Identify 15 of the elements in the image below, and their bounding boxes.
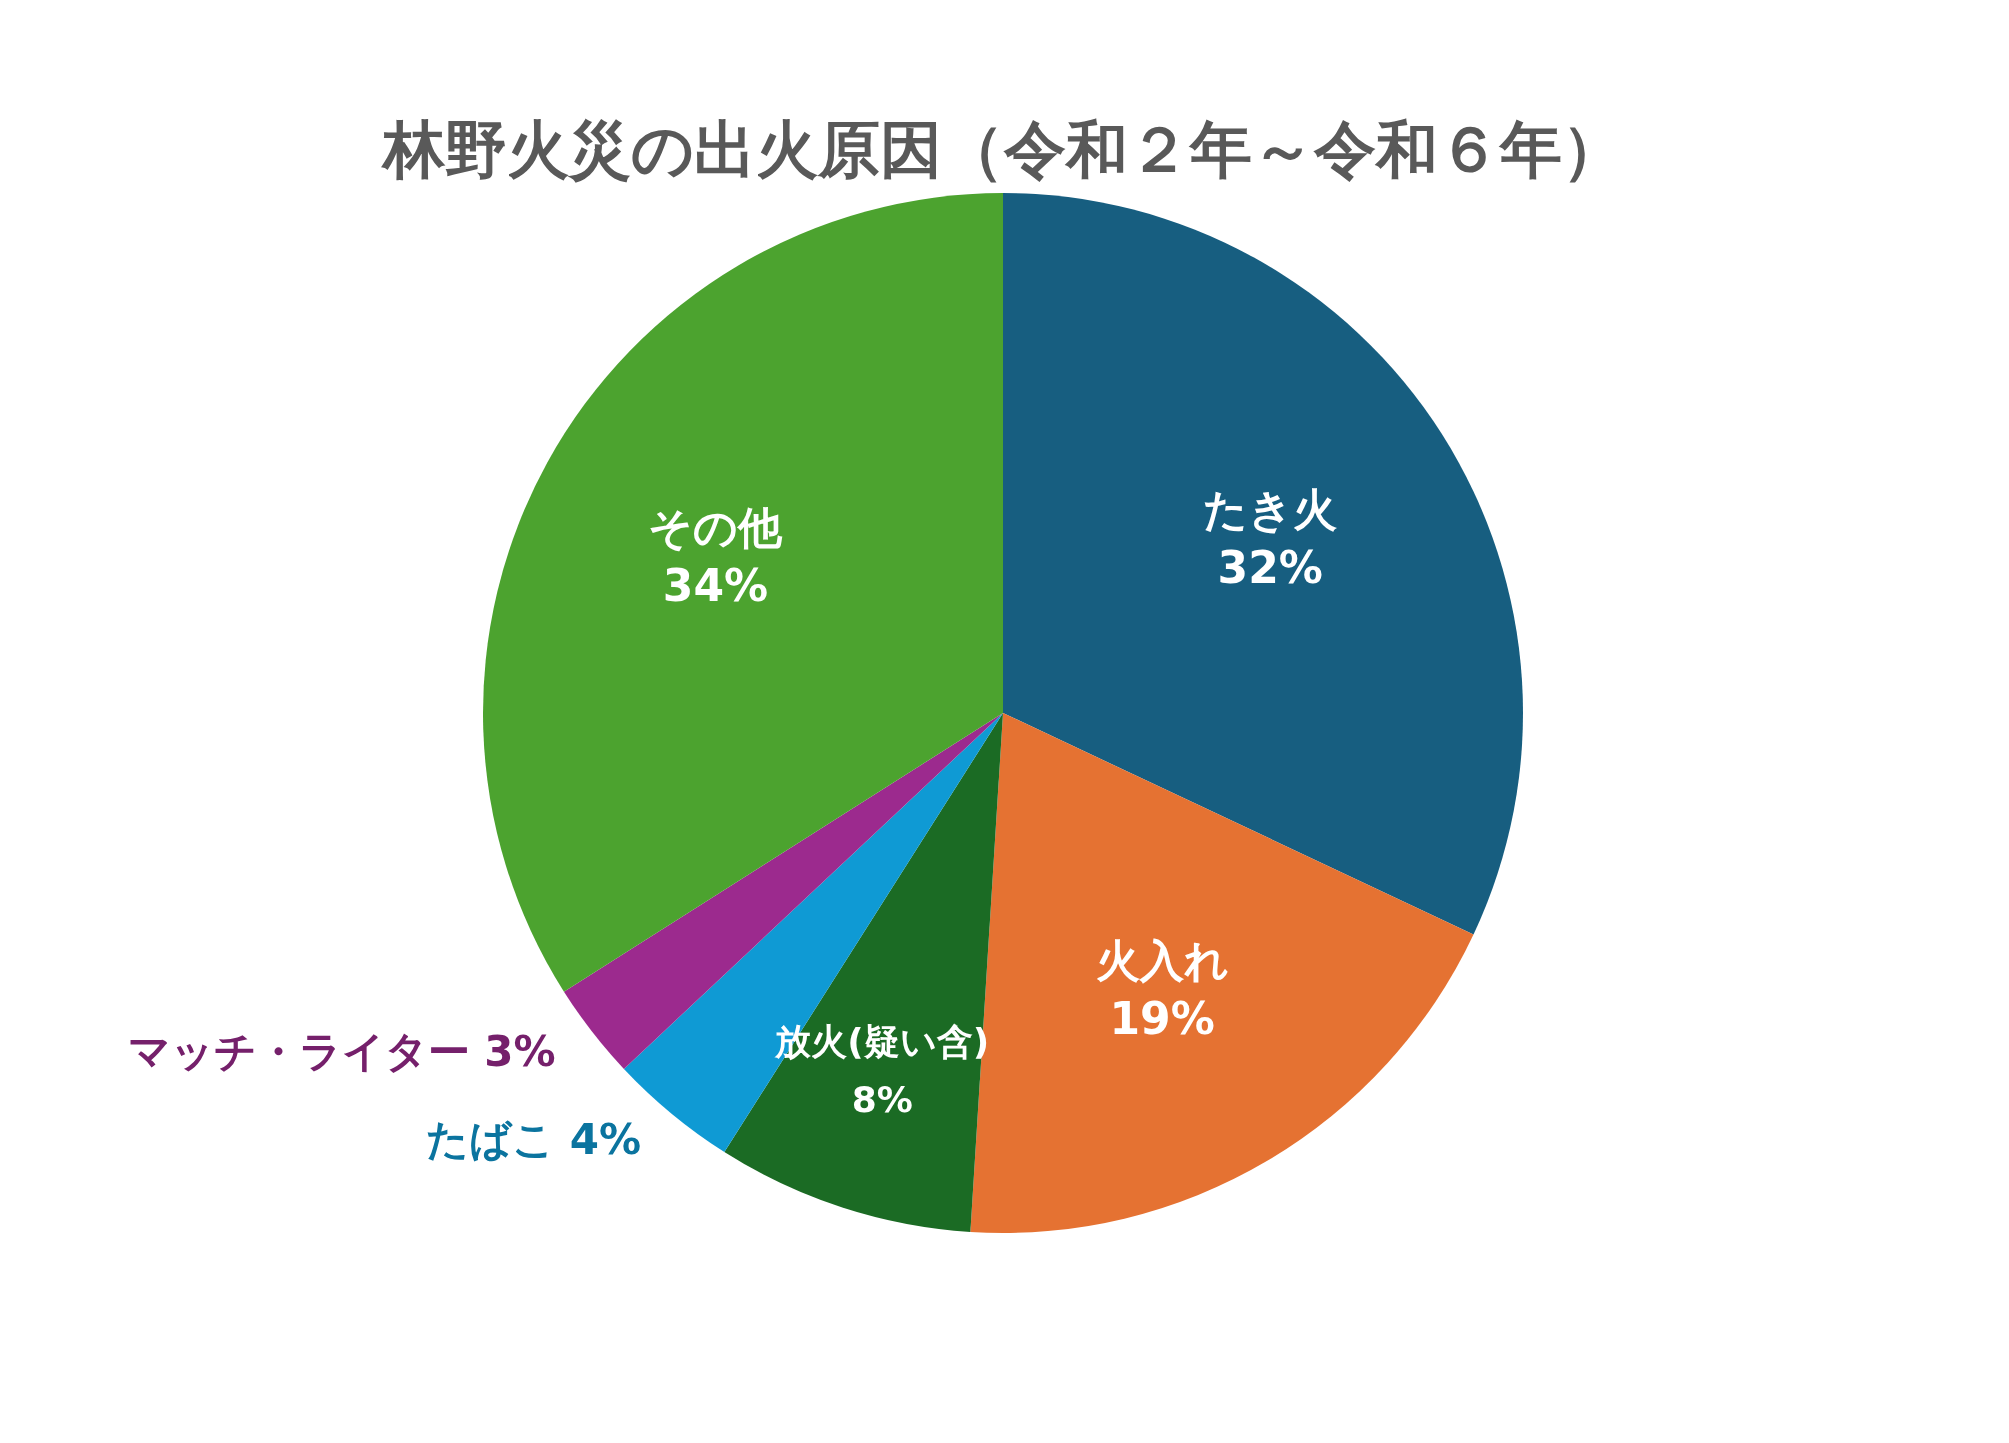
data-label: 34% [662, 559, 769, 611]
chart-title: 林野火災の出火原因（令和２年～令和６年） [380, 112, 1625, 188]
slice-label: たばこ 4% [426, 1115, 642, 1165]
slice-label: たき火 [1203, 484, 1338, 536]
pie-slice [1003, 193, 1522, 935]
pie-slice [563, 713, 1003, 1069]
pie-slice [484, 193, 1003, 992]
slice-label: マッチ・ライター 3% [127, 1027, 556, 1077]
pie-slice [724, 713, 1003, 1232]
data-label: 32% [1217, 542, 1323, 594]
data-label: 19% [1109, 992, 1215, 1044]
data-label: 8% [851, 1079, 913, 1121]
slice-label: 火入れ [1095, 934, 1229, 986]
slice-label: その他 [648, 501, 784, 553]
pie-slice [970, 713, 1474, 1233]
